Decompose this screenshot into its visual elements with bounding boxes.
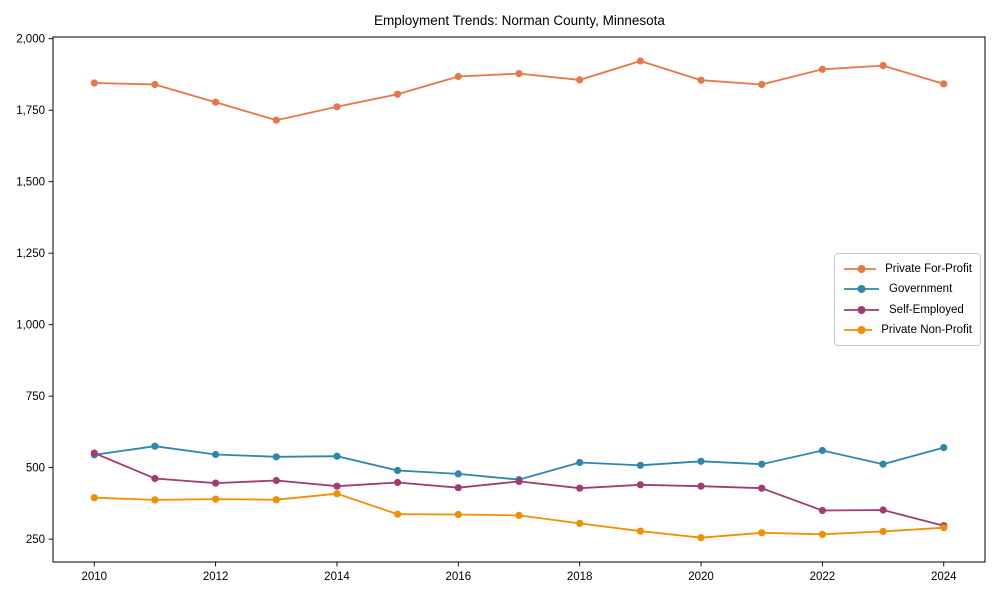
data-point-private-for-profit	[333, 103, 341, 111]
data-point-private-non-profit	[90, 494, 98, 502]
plot-border	[52, 36, 986, 563]
legend-item-private-non-profit: Private Non-Profit	[843, 321, 972, 339]
x-axis-tick-label: 2018	[567, 571, 593, 583]
data-point-private-for-profit	[515, 70, 523, 78]
data-point-self-employed	[90, 449, 98, 457]
data-point-private-non-profit	[697, 534, 705, 542]
legend-marker	[857, 265, 866, 274]
data-point-self-employed	[454, 484, 462, 492]
data-point-private-non-profit	[333, 490, 341, 498]
series-line-private-for-profit	[94, 60, 944, 122]
x-axis-tick-label: 2024	[931, 571, 957, 583]
data-point-private-non-profit	[879, 527, 887, 536]
data-point-self-employed	[697, 482, 705, 490]
legend-marker	[857, 285, 866, 294]
y-axis-tick-label: 1,500	[16, 177, 45, 189]
legend-label: Private Non-Profit	[881, 323, 972, 336]
legend-item-private-for-profit: Private For-Profit	[843, 260, 972, 278]
data-point-private-for-profit	[818, 65, 827, 73]
chart-title: Employment Trends: Norman County, Minnes…	[374, 13, 665, 28]
data-point-government	[151, 442, 159, 450]
data-point-government	[454, 470, 462, 478]
data-point-self-employed	[151, 474, 159, 483]
legend-item-self-employed: Self-Employed	[843, 301, 972, 319]
data-point-self-employed	[879, 506, 887, 514]
data-point-government	[879, 460, 887, 468]
legend-label: Self-Employed	[889, 303, 964, 316]
data-point-private-for-profit	[90, 79, 98, 87]
data-point-private-non-profit	[212, 495, 220, 503]
data-point-private-non-profit	[576, 519, 584, 528]
data-point-government	[394, 466, 402, 475]
data-point-private-for-profit	[636, 57, 645, 65]
legend-swatch-private-non-profit	[844, 325, 873, 334]
data-point-private-for-profit	[151, 80, 159, 89]
data-point-self-employed	[818, 506, 827, 515]
x-axis-tick-label: 2020	[688, 571, 714, 583]
x-axis-tick-label: 2014	[324, 571, 350, 583]
data-point-private-for-profit	[212, 98, 220, 106]
data-point-government	[818, 446, 827, 455]
data-point-government	[940, 444, 948, 452]
data-point-private-non-profit	[272, 496, 280, 504]
data-point-private-non-profit	[515, 511, 523, 519]
x-axis-tick-label: 2010	[81, 571, 107, 583]
legend: Private For-Profit Government Self-Employe…	[834, 253, 981, 346]
data-point-government	[212, 450, 220, 459]
data-point-private-non-profit	[818, 530, 827, 538]
legend-label: Government	[889, 283, 953, 296]
legend-marker	[857, 305, 866, 314]
data-point-private-for-profit	[879, 62, 887, 70]
data-point-self-employed	[576, 484, 584, 492]
y-axis-tick-label: 1,250	[16, 248, 45, 260]
x-axis-tick-label: 2012	[203, 571, 229, 583]
data-point-government	[333, 452, 341, 460]
data-point-private-non-profit	[394, 510, 402, 518]
y-axis-tick-label: 2,000	[16, 34, 45, 46]
series-line-government	[94, 445, 944, 481]
data-point-private-for-profit	[394, 90, 402, 98]
data-point-private-for-profit	[697, 76, 705, 84]
y-axis-tick-label: 1,000	[16, 320, 45, 332]
legend-swatch-self-employed	[844, 305, 879, 314]
y-axis-tick-label: 1,750	[16, 105, 45, 117]
x-axis-tick-label: 2022	[810, 571, 836, 583]
legend-swatch-government	[844, 285, 879, 294]
y-axis-tick-label: 750	[26, 391, 45, 403]
y-axis-tick-label: 500	[26, 463, 45, 475]
data-point-government	[576, 458, 584, 467]
data-point-private-non-profit	[940, 524, 948, 532]
legend-marker	[857, 325, 866, 334]
data-point-government	[697, 457, 705, 465]
data-point-private-for-profit	[758, 80, 766, 89]
data-point-self-employed	[272, 476, 280, 485]
data-point-private-non-profit	[454, 510, 462, 519]
data-point-government	[636, 461, 645, 469]
data-point-private-non-profit	[758, 529, 766, 537]
data-point-self-employed	[515, 477, 523, 485]
data-point-self-employed	[212, 479, 220, 487]
data-point-private-non-profit	[151, 496, 159, 504]
data-point-self-employed	[636, 481, 645, 489]
y-axis-tick-label: 250	[26, 534, 45, 546]
legend-label: Private For-Profit	[885, 263, 972, 276]
data-point-private-non-profit	[636, 527, 645, 535]
data-point-self-employed	[333, 482, 341, 490]
data-point-government	[758, 460, 766, 468]
x-axis-tick-label: 2016	[446, 571, 472, 583]
legend-swatch-private-for-profit	[844, 265, 877, 274]
data-point-private-for-profit	[272, 116, 280, 124]
legend-item-government: Government	[843, 280, 972, 298]
data-point-self-employed	[394, 478, 402, 487]
data-point-private-for-profit	[940, 80, 948, 88]
data-point-private-for-profit	[454, 72, 462, 81]
data-point-government	[272, 453, 280, 461]
data-point-private-for-profit	[576, 76, 584, 84]
data-point-self-employed	[758, 484, 766, 492]
